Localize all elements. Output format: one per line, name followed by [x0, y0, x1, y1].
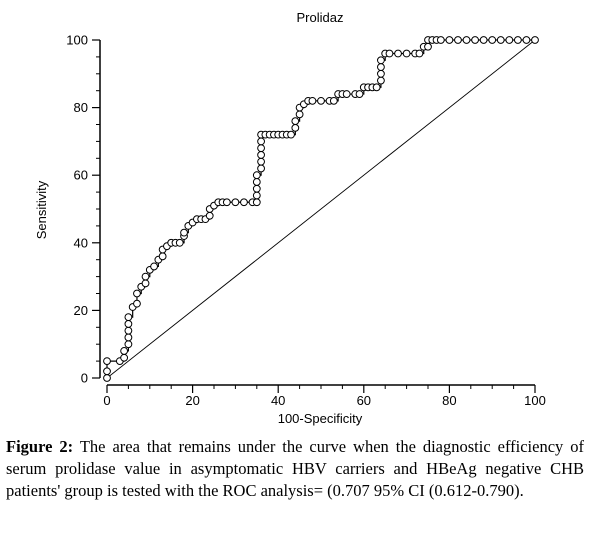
roc-point: [394, 49, 402, 58]
roc-point: [124, 333, 133, 342]
roc-point: [385, 49, 394, 58]
roc-point: [103, 367, 111, 376]
roc-point: [124, 340, 133, 349]
roc-point: [291, 123, 300, 132]
roc-point: [222, 198, 231, 207]
roc-point: [120, 347, 129, 355]
roc-point: [252, 171, 261, 180]
roc-point: [462, 36, 471, 44]
roc-point: [308, 96, 317, 105]
x-tick-label: 0: [103, 393, 110, 408]
roc-data-points: [103, 36, 539, 382]
y-tick-label: 60: [74, 168, 88, 183]
roc-point: [291, 117, 300, 126]
roc-point: [317, 96, 325, 105]
y-tick-label: 20: [74, 303, 88, 318]
roc-point: [103, 357, 111, 366]
roc-point: [133, 289, 141, 298]
roc-point: [257, 164, 265, 173]
reference-diagonal-line: [106, 39, 536, 379]
roc-point: [252, 191, 261, 200]
roc-point: [436, 36, 445, 44]
roc-point: [257, 151, 265, 159]
x-tick-label: 40: [271, 393, 285, 408]
chart-title: Prolidaz: [297, 10, 344, 25]
roc-point: [120, 353, 129, 362]
y-axis-ticks: 0 20 40 60 80 100: [66, 33, 100, 386]
roc-point: [295, 110, 304, 119]
roc-point: [355, 90, 364, 98]
roc-point: [522, 36, 531, 44]
roc-point: [133, 299, 141, 308]
roc-point: [240, 198, 248, 207]
roc-point: [103, 374, 111, 382]
roc-point: [175, 238, 184, 247]
x-axis-ticks: 0 20 40 60 80 100: [103, 385, 546, 408]
x-tick-label: 100: [524, 393, 546, 408]
roc-point: [141, 279, 150, 288]
x-tick-label: 20: [185, 393, 199, 408]
figure-caption-text: The area that remains under the curve wh…: [6, 437, 584, 500]
roc-point: [180, 228, 188, 237]
roc-point: [252, 184, 261, 193]
roc-point: [329, 96, 338, 105]
y-tick-label: 100: [66, 33, 88, 48]
roc-point: [287, 130, 295, 139]
y-tick-label: 40: [74, 235, 88, 250]
roc-point: [124, 320, 133, 328]
roc-point: [496, 36, 505, 44]
roc-point: [471, 36, 479, 44]
roc-point: [372, 83, 381, 92]
roc-point: [158, 252, 167, 261]
roc-point: [205, 211, 214, 220]
roc-point: [377, 56, 385, 65]
roc-point: [124, 313, 133, 322]
roc-point: [415, 49, 424, 58]
roc-point: [377, 63, 385, 71]
y-tick-label: 0: [81, 371, 88, 386]
roc-point: [257, 137, 265, 146]
roc-point: [479, 36, 488, 44]
roc-point: [231, 198, 240, 207]
y-axis-label: Sensitivity: [34, 180, 49, 239]
x-tick-label: 60: [357, 393, 371, 408]
x-tick-label: 80: [442, 393, 456, 408]
roc-point: [377, 76, 385, 85]
roc-point: [402, 49, 411, 58]
roc-point: [445, 36, 454, 44]
roc-point: [377, 69, 385, 78]
roc-point: [252, 178, 261, 186]
roc-point: [257, 157, 265, 166]
roc-point: [150, 262, 158, 271]
x-axis-label: 100-Specificity: [278, 411, 363, 426]
y-tick-label: 80: [74, 100, 88, 115]
roc-point: [513, 36, 522, 44]
roc-point: [252, 198, 261, 207]
figure-caption: Figure 2: The area that remains under th…: [6, 436, 584, 502]
roc-point: [257, 144, 265, 153]
roc-point: [454, 36, 462, 44]
roc-point: [505, 36, 514, 44]
figure-label: Figure 2:: [6, 437, 74, 456]
roc-point: [124, 326, 133, 335]
roc-point: [424, 42, 432, 51]
roc-chart: Prolidaz Sensitivity 100-Specificity 0 20…: [34, 10, 546, 426]
roc-point: [342, 90, 351, 98]
roc-point: [488, 36, 497, 44]
roc-point: [531, 36, 539, 44]
roc-point: [141, 272, 150, 281]
